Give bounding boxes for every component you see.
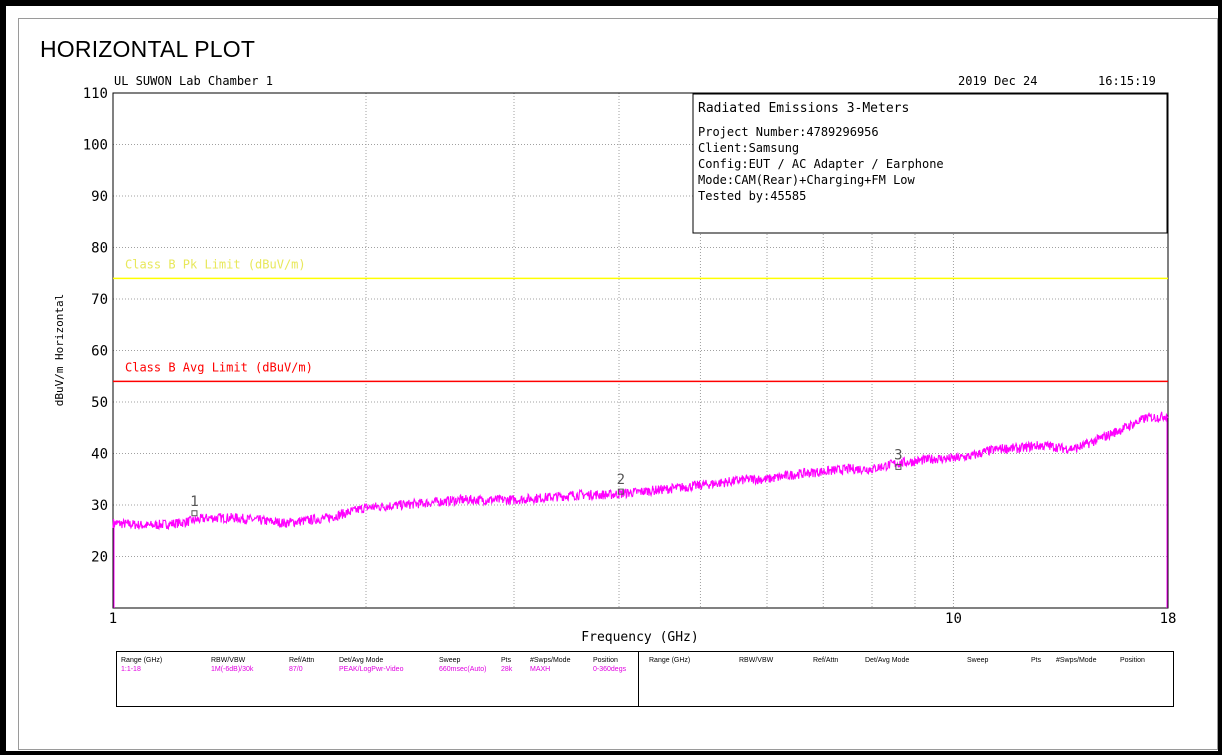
table-header-right-rbw-vbw: RBW/VBW (739, 657, 774, 664)
table-value-swps-mode: MAXH (530, 666, 551, 673)
info-box: Radiated Emissions 3-Meters Project Numb… (692, 93, 1168, 234)
marker-point-1 (191, 510, 198, 517)
y-tick-label-50: 50 (91, 395, 108, 411)
x-axis-ticks: 1 10 18 (109, 611, 1177, 627)
table-header-det-avg-mode: Det/Avg Mode (339, 657, 384, 664)
marker-label-3: 3 (894, 447, 902, 463)
table-value-rbw-vbw: 1M(-6dB)/30k (211, 666, 254, 673)
y-tick-label-90: 90 (91, 189, 108, 205)
y-tick-label-100: 100 (83, 138, 108, 154)
info-box-frame (692, 93, 1168, 234)
y-tick-label-20: 20 (91, 550, 108, 566)
y-axis-label: dBuV/m Horizontal (53, 294, 66, 407)
x-tick-label-18: 18 (1160, 611, 1177, 627)
settings-table: Range (GHz) 1:1-18 RBW/VBW 1M(-6dB)/30k Ref/… (116, 651, 1174, 707)
settings-table-divider (638, 652, 639, 706)
table-header-swps-mode: #Swps/Mode (530, 657, 571, 664)
y-tick-label-60: 60 (91, 344, 108, 360)
y-tick-label-40: 40 (91, 447, 108, 463)
table-value-position: 0-360degs (593, 666, 627, 673)
markers: 1 2 3 (190, 447, 903, 517)
y-tick-label-70: 70 (91, 292, 108, 308)
table-header-pts: Pts (501, 657, 512, 664)
plot-date: 2019 Dec 24 (958, 74, 1037, 88)
avg-limit-label: Class B Avg Limit (dBuV/m) (125, 360, 313, 374)
table-header-sweep: Sweep (439, 657, 461, 664)
table-header-right-position: Position (1120, 657, 1145, 664)
y-tick-label-80: 80 (91, 241, 108, 257)
table-value-range-ghz: 1:1-18 (121, 666, 141, 673)
lab-name: UL SUWON Lab Chamber 1 (114, 74, 273, 88)
limit-lines: Class B Pk Limit (dBuV/m) Class B Avg Lim… (113, 257, 1168, 383)
table-header-right-range-ghz: Range (GHz) (649, 657, 691, 664)
x-axis-label: Frequency (GHz) (581, 630, 698, 645)
pk-limit-label: Class B Pk Limit (dBuV/m) (125, 257, 306, 271)
y-axis-ticks: 20 30 40 50 60 70 80 90 100 110 (83, 86, 108, 566)
table-value-sweep: 660msec(Auto) (439, 666, 487, 673)
marker-label-1: 1 (190, 494, 198, 510)
table-value-det-avg-mode: PEAK/LogPwr-Video (339, 666, 404, 673)
plot-time: 16:15:19 (1098, 74, 1156, 88)
marker-label-2: 2 (617, 472, 625, 488)
info-tested-by: Tested by:45585 (698, 189, 806, 203)
table-header-right-pts: Pts (1031, 657, 1042, 664)
info-client: Client:Samsung (698, 141, 799, 155)
x-tick-label-1: 1 (109, 611, 117, 627)
marker-point-2 (617, 488, 624, 495)
table-value-ref-attn: 87/0 (289, 666, 303, 673)
table-header-right-det-avg-mode: Det/Avg Mode (865, 657, 910, 664)
table-header-position: Position (593, 657, 618, 664)
x-tick-label-10: 10 (945, 611, 962, 627)
table-value-pts: 28k (501, 666, 513, 673)
trace-line (112, 411, 1169, 531)
table-header-right-swps-mode: #Swps/Mode (1056, 657, 1097, 664)
table-header-right-sweep: Sweep (967, 657, 989, 664)
info-box-title: Radiated Emissions 3-Meters (698, 101, 909, 116)
page-title: HORIZONTAL PLOT (40, 36, 256, 62)
table-header-rbw-vbw: RBW/VBW (211, 657, 246, 664)
y-tick-label-30: 30 (91, 498, 108, 514)
plot-area-border (112, 92, 1169, 609)
emission-trace (112, 411, 1169, 608)
inner-border (18, 18, 1218, 750)
info-config: Config:EUT / AC Adapter / Earphone (698, 157, 944, 171)
info-project-number: Project Number:4789296956 (698, 125, 879, 139)
table-header-right-ref-attn: Ref/Attn (813, 657, 839, 664)
marker-point-3 (895, 463, 902, 470)
table-header-range-ghz: Range (GHz) (121, 657, 163, 664)
table-header-ref-attn: Ref/Attn (289, 657, 315, 664)
y-tick-label-110: 110 (83, 86, 108, 102)
info-mode: Mode:CAM(Rear)+Charging+FM Low (698, 173, 916, 187)
